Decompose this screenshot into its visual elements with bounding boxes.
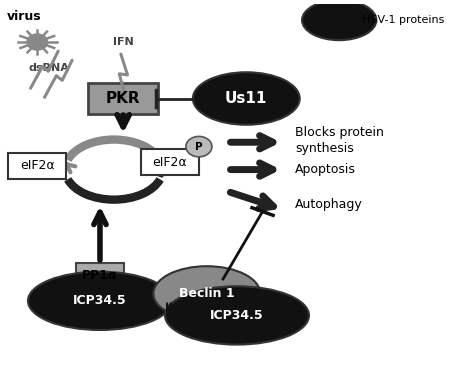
FancyBboxPatch shape bbox=[141, 149, 199, 176]
Text: Autophagy: Autophagy bbox=[295, 198, 363, 211]
Ellipse shape bbox=[154, 266, 260, 321]
Text: Beclin 1: Beclin 1 bbox=[179, 287, 235, 300]
Text: Blocks protein
synthesis: Blocks protein synthesis bbox=[295, 126, 384, 155]
Text: ICP34.5: ICP34.5 bbox=[210, 309, 264, 322]
Text: ICP34.5: ICP34.5 bbox=[73, 294, 127, 307]
Circle shape bbox=[186, 137, 212, 157]
Text: Us11: Us11 bbox=[225, 91, 267, 106]
Text: eIF2α: eIF2α bbox=[20, 160, 55, 173]
Ellipse shape bbox=[302, 0, 376, 40]
Ellipse shape bbox=[28, 272, 172, 330]
Ellipse shape bbox=[165, 286, 309, 344]
Text: PP1α: PP1α bbox=[82, 269, 118, 282]
Ellipse shape bbox=[193, 72, 300, 125]
FancyBboxPatch shape bbox=[8, 153, 66, 179]
Text: Apoptosis: Apoptosis bbox=[295, 163, 356, 176]
FancyBboxPatch shape bbox=[88, 83, 158, 114]
FancyBboxPatch shape bbox=[75, 263, 124, 288]
Text: IFN: IFN bbox=[113, 37, 134, 47]
Text: PKR: PKR bbox=[106, 91, 140, 106]
Text: P: P bbox=[195, 142, 203, 152]
Text: HSV-1 proteins: HSV-1 proteins bbox=[363, 15, 445, 25]
Text: dsRNA: dsRNA bbox=[28, 62, 69, 73]
Text: eIF2α: eIF2α bbox=[152, 156, 187, 169]
Text: virus: virus bbox=[7, 10, 42, 23]
Circle shape bbox=[27, 34, 47, 50]
